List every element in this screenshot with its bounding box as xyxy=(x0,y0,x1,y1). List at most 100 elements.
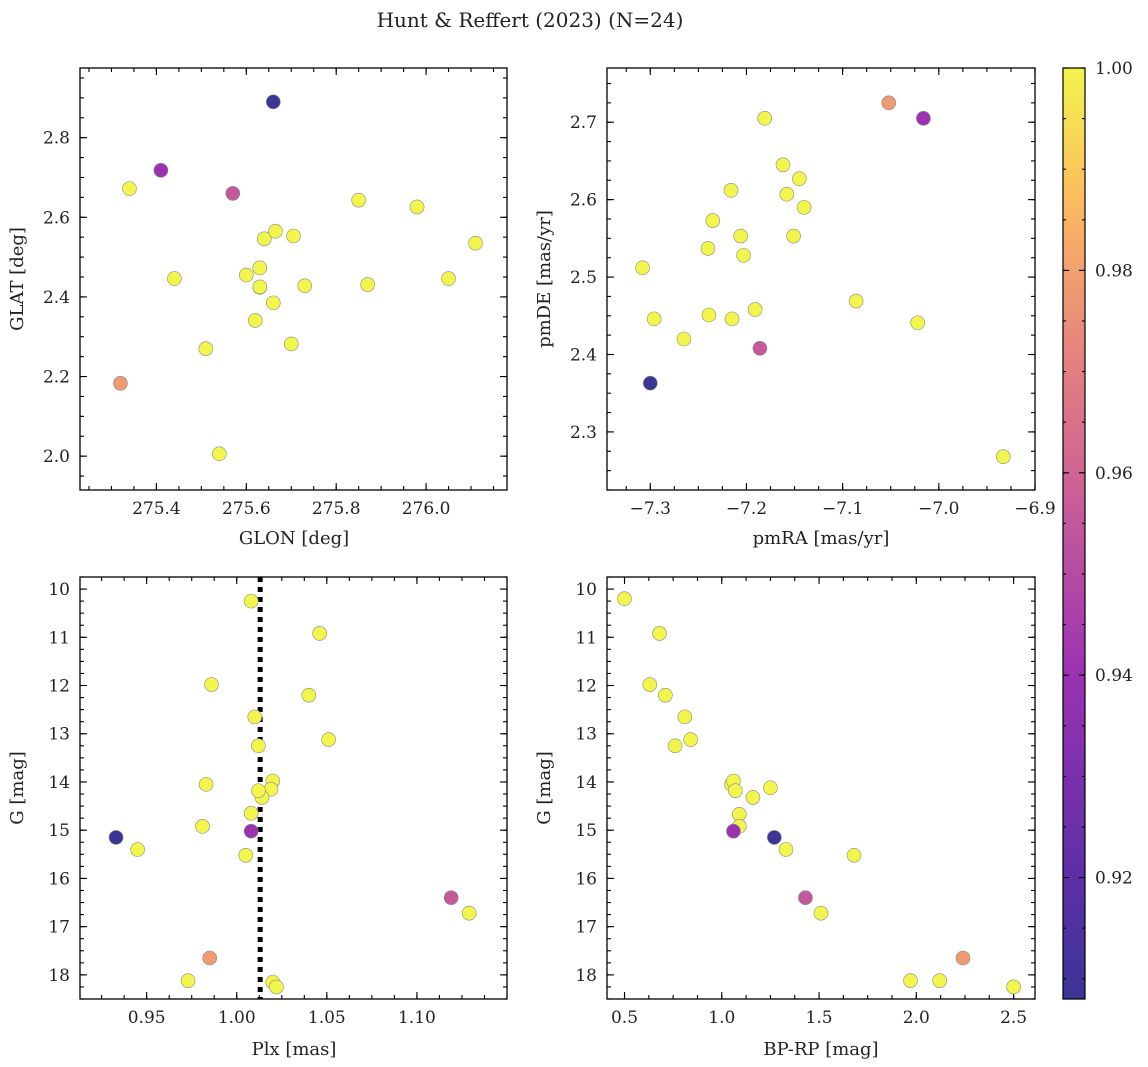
parallax-plot-point xyxy=(312,626,327,641)
colorbar-ticks: 0.92 0.94 0.96 0.98 1.00 xyxy=(1063,59,1133,980)
cmd-plot-xtick-label: 0.5 xyxy=(611,1008,638,1028)
proper-motion-plot-point xyxy=(747,302,763,317)
sky-plot-point xyxy=(351,192,366,208)
parallax-plot-point xyxy=(204,677,219,692)
sky-plot-ytick-label: 2.4 xyxy=(43,288,70,308)
proper-motion-plot-point xyxy=(646,311,662,327)
panel-parallax-magnitude: 0.95 1.00 1.05 1.10 10 11 12 13 14 15 16 17 18 Plx [… xyxy=(7,576,508,1060)
cmd-plot-ytick-label: 17 xyxy=(575,918,597,938)
cmd-plot-point xyxy=(728,783,743,798)
parallax-plot-minor-ticks xyxy=(80,576,508,1000)
cmd-plot-point xyxy=(642,677,658,692)
parallax-plot-point xyxy=(195,819,210,834)
proper-motion-plot-point xyxy=(676,331,692,347)
proper-motion-plot-minor-ticks xyxy=(607,68,1036,491)
sky-plot-xtick-label: 276.0 xyxy=(402,499,451,519)
panel-proper-motion: −7.3 −7.2 −7.1 −7.0 −6.9 2.3 2.4 2.5 2.6 2.7 pmRA… xyxy=(534,67,1056,549)
cmd-plot-point xyxy=(726,823,741,839)
sky-plot-point xyxy=(198,341,214,356)
parallax-plot-ytick-label: 13 xyxy=(48,725,70,745)
parallax-plot-point xyxy=(251,738,266,754)
parallax-plot-xtick-label: 1.10 xyxy=(398,1008,436,1028)
sky-plot-xlabel: GLON [deg] xyxy=(239,528,349,549)
cmd-plot-xtick-label: 1.0 xyxy=(708,1008,735,1028)
parallax-plot-ytick-label: 15 xyxy=(48,821,70,841)
colorbar-gradient xyxy=(1062,67,1086,1000)
sky-plot-point xyxy=(265,94,281,110)
colorbar-tick-label: 0.92 xyxy=(1095,869,1133,889)
proper-motion-plot-xtick-label: −7.0 xyxy=(918,499,959,519)
sky-plot-point xyxy=(265,295,281,311)
sky-plot-axes: 275.4 275.6 275.8 276.0 2.0 2.2 2.4 2.6 2.8 xyxy=(43,67,508,519)
proper-motion-plot-point xyxy=(736,248,751,263)
cmd-plot-axes: 0.5 1.0 1.5 2.0 2.5 10 11 12 13 14 15 16 17 18 xyxy=(575,576,1036,1028)
proper-motion-plot-xtick-label: −7.3 xyxy=(630,499,671,519)
sky-plot-xtick-label: 275.8 xyxy=(312,499,361,519)
sky-plot-point xyxy=(122,181,137,196)
sky-plot-ytick-label: 2.6 xyxy=(43,208,70,228)
proper-motion-plot-point xyxy=(779,186,795,202)
cmd-plot-point xyxy=(932,973,947,988)
proper-motion-plot-ytick-label: 2.4 xyxy=(570,345,597,365)
parallax-plot-point xyxy=(238,847,254,863)
proper-motion-plot-point xyxy=(792,171,807,187)
proper-motion-plot-point xyxy=(733,228,748,244)
parallax-plot-point xyxy=(202,950,218,966)
proper-motion-plot-point xyxy=(796,200,812,215)
sky-plot-point xyxy=(113,376,128,391)
proper-motion-plot-xtick-label: −7.2 xyxy=(726,499,767,519)
cmd-plot-point xyxy=(745,790,761,805)
parallax-plot-xtick-label: 1.05 xyxy=(308,1008,346,1028)
sky-plot-xtick-label: 275.4 xyxy=(132,499,181,519)
proper-motion-plot-point xyxy=(705,213,721,228)
sky-plot-point xyxy=(441,271,456,286)
parallax-plot-xtick-label: 1.00 xyxy=(218,1008,256,1028)
sky-plot-ylabel: GLAT [deg] xyxy=(7,227,28,331)
parallax-plot-ylabel: G [mag] xyxy=(7,751,28,824)
proper-motion-plot-point xyxy=(752,341,768,356)
cmd-plot-xtick-label: 1.5 xyxy=(806,1008,833,1028)
cmd-plot-point xyxy=(658,687,673,703)
proper-motion-plot-point xyxy=(786,228,801,244)
cmd-plot-minor-ticks xyxy=(607,576,1035,1000)
panel-sky: 275.4 275.6 275.8 276.0 2.0 2.2 2.4 2.6 2.8 GLON… xyxy=(7,67,508,549)
proper-motion-plot-point xyxy=(916,111,931,126)
sky-plot-ytick-label: 2.2 xyxy=(43,368,70,388)
panel-color-magnitude: 0.5 1.0 1.5 2.0 2.5 10 11 12 13 14 15 16 17 18 BP-RP … xyxy=(534,576,1036,1060)
proper-motion-plot-ytick-label: 2.5 xyxy=(570,268,597,288)
cmd-plot-ytick-label: 16 xyxy=(575,869,597,889)
parallax-plot-point xyxy=(251,783,266,798)
sky-plot-ytick-label: 2.0 xyxy=(43,447,70,467)
sky-plot-point xyxy=(247,313,263,328)
cmd-plot-xtick-label: 2.5 xyxy=(1000,1008,1027,1028)
sky-plot-point xyxy=(468,235,483,251)
parallax-plot-point xyxy=(130,842,145,857)
parallax-plot-ytick-label: 14 xyxy=(48,773,70,793)
parallax-plot-point xyxy=(461,905,477,921)
cmd-plot-ytick-label: 15 xyxy=(575,821,597,841)
proper-motion-plot-ylabel: pmDE [mas/yr] xyxy=(534,210,555,348)
parallax-plot-point xyxy=(243,806,259,821)
sky-plot-point xyxy=(256,231,272,247)
sky-plot-point xyxy=(283,336,299,352)
parallax-plot-point xyxy=(301,687,317,703)
cmd-plot-ytick-label: 13 xyxy=(575,725,597,745)
parallax-plot-point xyxy=(198,777,214,792)
cmd-plot-point xyxy=(617,591,632,607)
cmd-plot-point xyxy=(677,709,693,725)
proper-motion-plot-xtick-label: −6.9 xyxy=(1014,499,1055,519)
sky-plot-point xyxy=(252,260,268,276)
proper-motion-plot-point xyxy=(642,375,658,391)
parallax-plot-axes: 0.95 1.00 1.05 1.10 10 11 12 13 14 15 16 17 18 xyxy=(48,576,508,1028)
cmd-plot-point xyxy=(813,905,829,921)
proper-motion-plot-ytick-label: 2.7 xyxy=(570,113,597,133)
cmd-plot-point xyxy=(903,973,918,988)
proper-motion-plot-ytick-label: 2.6 xyxy=(570,191,597,211)
cmd-plot-point xyxy=(778,842,794,857)
proper-motion-plot-point xyxy=(635,260,650,276)
parallax-plot-ytick-label: 10 xyxy=(48,580,70,600)
cmd-plot-xlabel: BP-RP [mag] xyxy=(763,1039,878,1060)
proper-motion-plot-point xyxy=(910,315,925,331)
sky-plot-point xyxy=(286,228,301,244)
